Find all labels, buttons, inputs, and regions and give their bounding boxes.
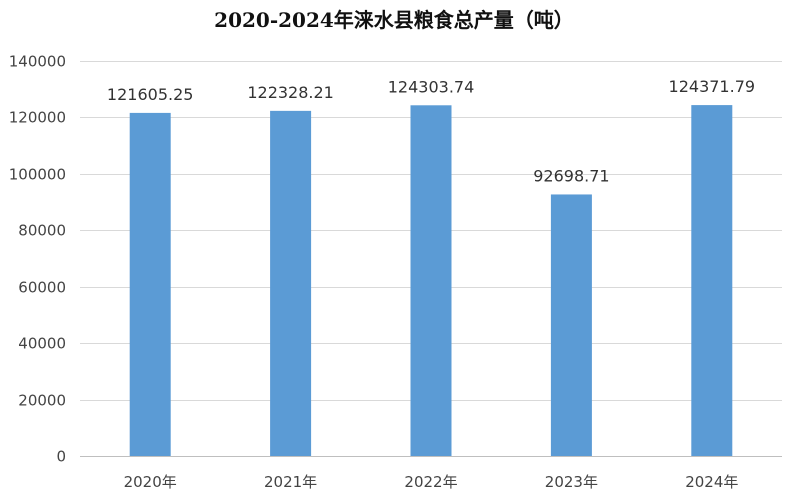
bar [410,105,452,456]
chart-title: 2020-2024年涞水县粮食总产量（吨） [214,8,574,32]
x-axis-categories: 2020年 2021年 2022年 2023年 2024年 [124,473,739,491]
bars [129,105,733,457]
y-tick-label: 100000 [9,166,66,184]
data-labels: 121605.25 122328.21 124303.74 92698.71 12437… [107,77,755,185]
x-category-label: 2023年 [545,473,598,491]
y-tick-label: 60000 [18,279,66,297]
x-category-label: 2020年 [124,473,177,491]
bar [550,194,592,456]
bar [270,110,312,457]
y-axis-ticks: 0 20000 40000 60000 80000 100000 120000 140000 [9,53,66,466]
data-label: 122328.21 [247,83,334,102]
bar [129,112,171,456]
y-tick-label: 80000 [18,222,66,240]
x-category-label: 2024年 [685,473,738,491]
y-tick-label: 0 [56,448,66,466]
y-tick-label: 120000 [9,109,66,127]
x-category-label: 2021年 [264,473,317,491]
x-category-label: 2022年 [404,473,457,491]
bar [691,105,733,457]
y-tick-label: 40000 [18,335,66,353]
data-label: 121605.25 [107,85,194,104]
y-tick-label: 140000 [9,53,66,71]
y-tick-label: 20000 [18,392,66,410]
data-label: 92698.71 [533,166,609,185]
data-label: 124371.79 [669,77,756,96]
data-label: 124303.74 [388,77,475,96]
